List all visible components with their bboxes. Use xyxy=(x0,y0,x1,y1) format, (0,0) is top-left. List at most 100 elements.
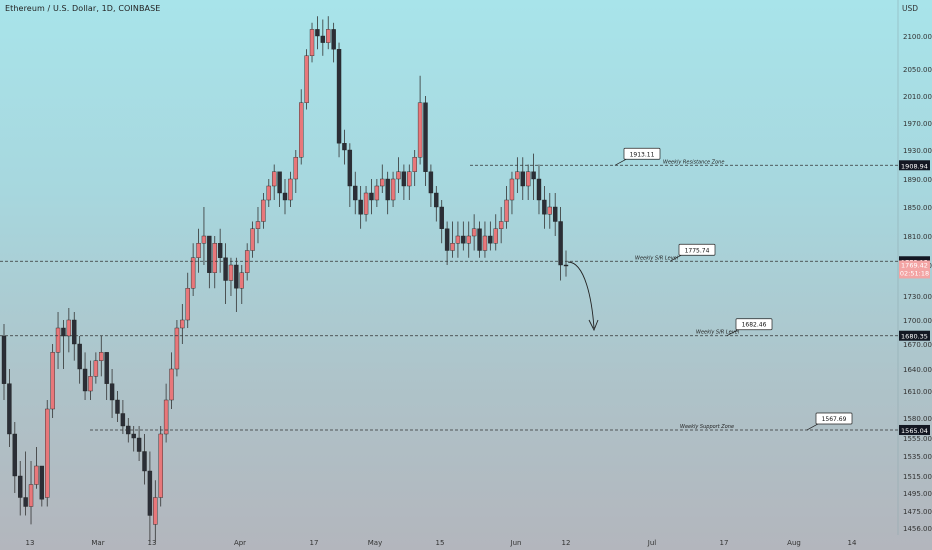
candle-body xyxy=(525,171,531,187)
y-tick-label: 1555.00 xyxy=(903,435,932,443)
candle-body xyxy=(163,399,169,435)
callout-value: 1775.74 xyxy=(685,247,710,254)
price-tag xyxy=(899,424,930,435)
y-tick-label: 2050.00 xyxy=(903,66,932,74)
candle-body xyxy=(515,171,520,180)
candle-body xyxy=(261,199,266,222)
y-tick-label: 1535.00 xyxy=(903,453,932,461)
y-tick-label: 1810.00 xyxy=(903,233,932,241)
candle-body xyxy=(347,149,353,187)
candle-body xyxy=(385,178,390,201)
candle-body xyxy=(244,250,250,273)
candle-body xyxy=(531,171,536,180)
candle-body xyxy=(266,185,271,201)
candle-body xyxy=(299,102,304,158)
candle-body xyxy=(363,192,369,215)
candle-body xyxy=(277,171,282,194)
candle-body xyxy=(536,178,542,201)
candle-body xyxy=(109,383,115,401)
candle-body xyxy=(66,319,72,337)
projected-drop-arrow xyxy=(567,261,595,329)
candle-body xyxy=(1,335,7,384)
candle-body xyxy=(390,178,396,201)
symbol-title: Ethereum / U.S. Dollar, 1D, COINBASE xyxy=(5,4,161,13)
y-tick-label: 2100.00 xyxy=(903,33,932,41)
candle-body xyxy=(412,157,417,172)
callout-leader xyxy=(614,158,627,166)
candle-body xyxy=(331,29,336,50)
candle-body xyxy=(353,185,358,201)
callout-box xyxy=(623,147,661,160)
candle-body xyxy=(234,264,239,289)
callout-value: 1682.46 xyxy=(742,322,767,329)
y-tick-label: 1850.00 xyxy=(903,204,932,212)
level-zone-label: Weekly Support Zone xyxy=(680,424,734,430)
y-tick-label: 2010.00 xyxy=(903,93,932,101)
candle-body xyxy=(93,360,99,377)
callout-leader xyxy=(669,254,682,262)
x-tick-label: Aug xyxy=(787,539,801,547)
candle-body xyxy=(401,171,407,187)
candle-body xyxy=(423,102,428,172)
candle-body xyxy=(34,465,39,485)
candle-body xyxy=(309,29,315,56)
y-tick-label: 1730.00 xyxy=(903,293,932,301)
y-tick-label: 1970.00 xyxy=(903,120,932,128)
candle-body xyxy=(293,157,299,180)
candle-body xyxy=(498,221,504,229)
candle-body xyxy=(77,343,82,370)
x-tick-label: 15 xyxy=(436,539,445,547)
y-tick-label: 1456.00 xyxy=(903,525,932,533)
x-tick-label: May xyxy=(368,539,382,547)
candle-body xyxy=(174,327,180,370)
candle-body xyxy=(407,171,412,187)
candle-body xyxy=(439,206,444,229)
candle-body xyxy=(212,243,217,273)
x-tick-label: Jul xyxy=(647,539,657,547)
x-tick-label: Jun xyxy=(510,539,522,547)
candle-body xyxy=(72,319,77,345)
candle-body xyxy=(520,171,525,187)
y-tick-label: 1930.00 xyxy=(903,147,932,155)
candle-body xyxy=(428,171,434,194)
callout-leader xyxy=(806,423,819,431)
candle-body xyxy=(158,433,163,498)
candle-body xyxy=(18,475,23,498)
x-tick-label: Mar xyxy=(91,539,104,547)
candle-body xyxy=(136,437,142,452)
x-tick-label: 17 xyxy=(720,539,729,547)
y-tick-label: 1495.00 xyxy=(903,490,932,498)
candle-body xyxy=(255,221,261,229)
candle-body xyxy=(228,264,234,281)
candle-body xyxy=(563,264,569,267)
candle-body xyxy=(142,451,147,472)
candle-body xyxy=(99,352,104,361)
x-tick-label: 13 xyxy=(26,539,35,547)
candle-body xyxy=(45,408,50,498)
last-price-tag xyxy=(899,260,930,279)
candle-body xyxy=(196,243,201,258)
candle-body xyxy=(552,206,558,222)
price-tag-label: 1908.94 xyxy=(901,162,928,170)
currency-label: USD xyxy=(901,4,918,13)
last-price-value: 1769.42 xyxy=(901,261,928,269)
level-zone-label: Weekly Resistance Zone xyxy=(663,159,724,165)
candle-body xyxy=(201,235,207,244)
x-tick-label: 17 xyxy=(310,539,319,547)
callout-box xyxy=(678,243,716,256)
callout-value: 1913.11 xyxy=(630,151,655,158)
candle-body xyxy=(190,257,196,289)
candle-body xyxy=(558,221,563,266)
candle-body xyxy=(380,178,385,187)
candle-body xyxy=(547,206,552,215)
candle-body xyxy=(396,171,401,180)
y-tick-label: 1515.00 xyxy=(903,473,932,481)
candle-body xyxy=(482,235,488,251)
candle-body xyxy=(320,35,326,43)
candle-body xyxy=(374,185,380,201)
callout-box xyxy=(815,412,853,425)
candle-body xyxy=(131,433,136,439)
candle-body xyxy=(153,497,158,525)
